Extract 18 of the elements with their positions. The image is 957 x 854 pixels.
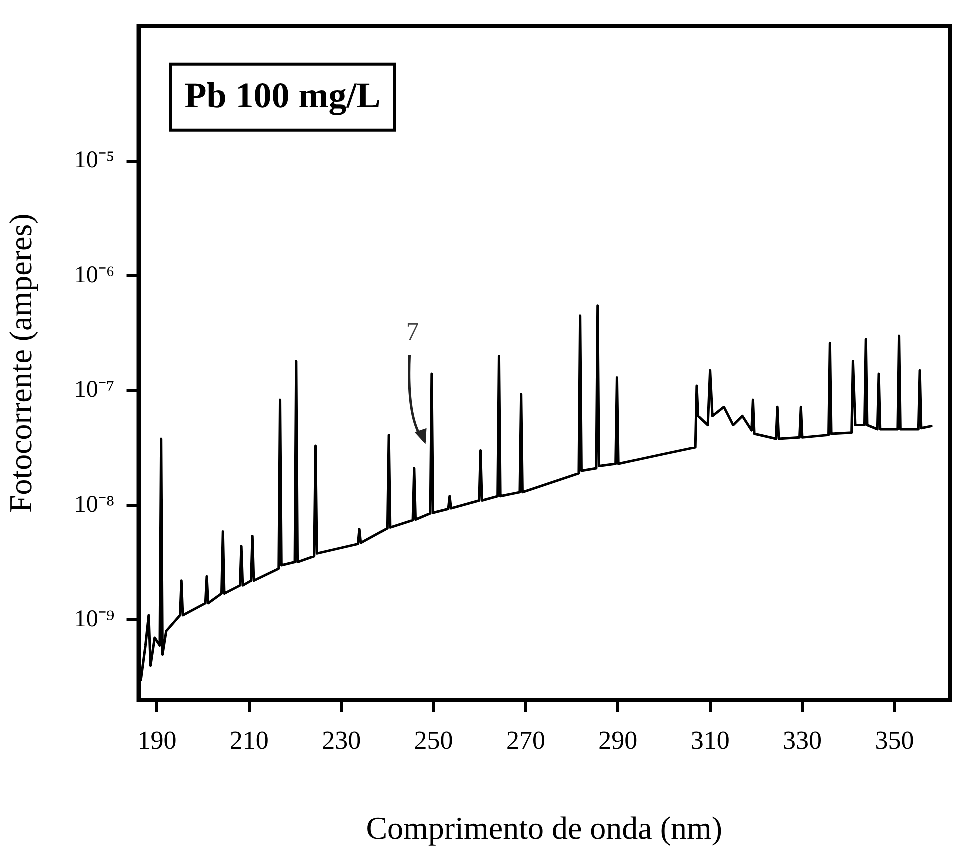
y-tick-label: 10⁻⁸ [74, 492, 115, 518]
x-tick-label: 290 [598, 726, 638, 755]
text: Pb 100 mg/L [184, 76, 381, 116]
x-tick-label: 210 [230, 726, 269, 755]
x-axis-title: Comprimento de onda (nm) [366, 810, 723, 846]
x-tick-label: 310 [690, 726, 730, 755]
x-tick-label: 250 [414, 726, 454, 755]
y-axis-title: Fotocorrente (amperes) [2, 214, 39, 514]
annotation: 7 [406, 317, 420, 346]
x-tick-label: 190 [138, 726, 177, 755]
y-tick-label: 10⁻⁵ [74, 148, 115, 174]
y-tick-label: 10⁻⁹ [74, 606, 115, 633]
x-tick-label: 270 [506, 726, 546, 755]
y-tick-label: 10⁻⁷ [74, 377, 115, 404]
x-tick-label: 230 [322, 726, 362, 755]
x-tick-label: 330 [783, 726, 822, 755]
y-tick-label: 10⁻⁶ [74, 262, 115, 288]
x-tick-label: 350 [875, 726, 914, 755]
